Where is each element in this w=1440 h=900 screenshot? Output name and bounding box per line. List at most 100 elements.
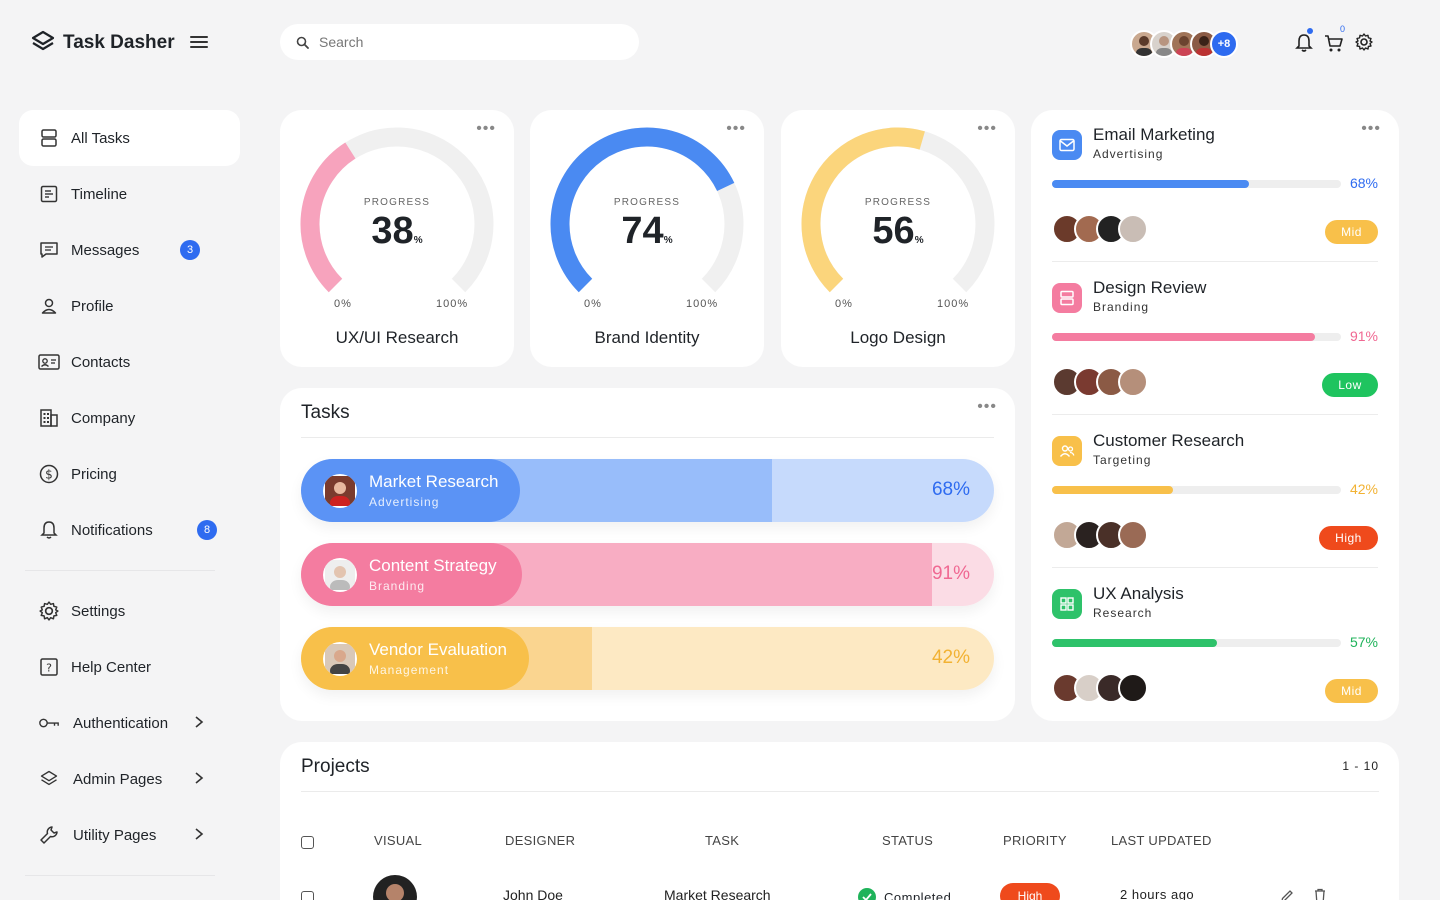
more-members-badge[interactable]: +8 (1210, 30, 1238, 58)
sidebar-item-help-center[interactable]: ? Help Center (19, 639, 240, 695)
sidebar-item-pricing[interactable]: $ Pricing (19, 446, 240, 502)
progress-gauge (801, 127, 995, 293)
sidebar-item-notifications[interactable]: Notifications 8 (19, 502, 240, 558)
app-name: Task Dasher (63, 32, 175, 53)
panel-divider (1052, 261, 1378, 262)
sidebar-item-label: Messages (71, 241, 140, 259)
sidebar-item-label: Authentication (73, 714, 169, 732)
chevron-right-icon (195, 828, 204, 840)
card-menu-button[interactable]: ••• (1361, 120, 1381, 137)
sidebar-item-contacts[interactable]: Contacts (19, 334, 240, 390)
sidebar-item-settings[interactable]: Settings (19, 583, 240, 639)
column-header-last-updated[interactable]: LAST UPDATED (1111, 833, 1212, 848)
key-icon (38, 712, 60, 734)
card-menu-button[interactable]: ••• (726, 120, 746, 137)
contact-card-icon (38, 351, 60, 373)
gear-icon (38, 600, 60, 622)
campaign-design-review[interactable]: Design Review Branding 91% Low (1052, 278, 1378, 413)
campaign-progress-track (1052, 639, 1341, 647)
tasks-title: Tasks (301, 402, 350, 423)
campaign-title: Email Marketing (1093, 125, 1215, 144)
task-bar-content-strategy[interactable]: Content Strategy Branding 91% (301, 543, 994, 606)
chevron-right-icon (195, 716, 204, 728)
gauge-min-label: 0% (584, 298, 602, 310)
row-checkbox[interactable] (301, 891, 314, 900)
sidebar-item-timeline[interactable]: Timeline (19, 166, 240, 222)
gauge-value-unit: % (914, 235, 924, 246)
priority-badge: Low (1322, 373, 1378, 397)
trash-icon[interactable] (1314, 888, 1326, 900)
campaign-customer-research[interactable]: Customer Research Targeting 42% High (1052, 431, 1378, 566)
campaign-category: Research (1093, 606, 1153, 620)
project-visual-avatar (373, 875, 417, 900)
campaign-percent: 57% (1349, 634, 1378, 650)
campaign-members (1052, 214, 1148, 244)
card-divider (301, 437, 994, 438)
task-bar-vendor-evaluation[interactable]: Vendor Evaluation Management 42% (301, 627, 994, 690)
settings-button[interactable] (1355, 33, 1375, 53)
chevron-right-icon (195, 772, 204, 784)
server-icon (38, 127, 60, 149)
column-header-status[interactable]: STATUS (882, 833, 934, 848)
team-avatars[interactable]: +8 (1130, 30, 1238, 58)
gauge-card-brand-identity: ••• PROGRESS 74% 0% 100% Brand Identity (530, 110, 764, 367)
gauge-value: 38% (280, 210, 514, 253)
column-header-designer[interactable]: DESIGNER (505, 833, 576, 848)
priority-badge: Mid (1325, 679, 1378, 703)
task-percent: 68% (931, 479, 970, 500)
sidebar-item-company[interactable]: Company (19, 390, 240, 446)
column-header-task[interactable]: TASK (705, 833, 740, 848)
sidebar-item-utility-pages[interactable]: Utility Pages (19, 807, 240, 863)
column-header-visual[interactable]: VISUAL (374, 833, 423, 848)
hamburger-line (190, 46, 208, 48)
campaign-progress-track (1052, 333, 1341, 341)
sidebar-item-label: Settings (71, 602, 126, 620)
campaign-title: Design Review (1093, 278, 1207, 297)
avatar (1118, 367, 1148, 397)
select-all-checkbox[interactable] (301, 836, 314, 849)
task-name: Content Strategy (369, 556, 497, 575)
notifications-button[interactable] (1295, 28, 1315, 53)
sidebar-item-label: Pricing (71, 465, 117, 483)
edit-icon[interactable] (1280, 889, 1294, 900)
sidebar-item-all-tasks[interactable]: All Tasks (19, 110, 240, 166)
column-header-priority[interactable]: PRIORITY (1003, 833, 1067, 848)
gauge-caption: PROGRESS (864, 197, 932, 208)
sidebar-item-admin-pages[interactable]: Admin Pages (19, 751, 240, 807)
task-bar-market-research[interactable]: Market Research Advertising 68% (301, 459, 994, 522)
building-icon (38, 407, 60, 429)
card-divider (301, 791, 1379, 792)
pagination-range: 1 - 10 (1342, 759, 1379, 773)
task-bar-label: Content Strategy Branding (301, 543, 522, 606)
bell-icon (1295, 34, 1313, 52)
sidebar-item-profile[interactable]: Profile (19, 278, 240, 334)
svg-text:$: $ (45, 468, 53, 482)
last-updated: 2 hours ago (1120, 887, 1195, 900)
sidebar-item-messages[interactable]: Messages 3 (19, 222, 240, 278)
cart-button[interactable]: 0 (1324, 24, 1345, 53)
task-name: Vendor Evaluation (369, 640, 507, 659)
card-menu-button[interactable]: ••• (476, 120, 496, 137)
menu-toggle-button[interactable] (190, 36, 208, 52)
timeline-icon (38, 183, 60, 205)
campaign-members (1052, 367, 1148, 397)
user-icon (38, 295, 60, 317)
card-menu-button[interactable]: ••• (977, 398, 997, 415)
search-bar[interactable] (280, 24, 639, 60)
campaign-email-marketing[interactable]: Email Marketing Advertising 68% Mid (1052, 125, 1378, 260)
hamburger-line (190, 41, 208, 43)
users-icon (1059, 445, 1075, 457)
sidebar-item-label: Company (71, 409, 136, 427)
sidebar-item-authentication[interactable]: Authentication (19, 695, 240, 751)
app-logo[interactable]: Task Dasher (31, 30, 175, 56)
hamburger-line (190, 36, 208, 38)
gauge-max-label: 100% (436, 298, 469, 310)
gauge-title: Logo Design (850, 328, 946, 347)
campaign-members (1052, 520, 1148, 550)
card-menu-button[interactable]: ••• (977, 120, 997, 137)
campaign-ux-analysis[interactable]: UX Analysis Research 57% Mid (1052, 584, 1378, 719)
avatar (323, 473, 357, 508)
search-input[interactable] (319, 34, 619, 50)
sidebar-item-label: Utility Pages (73, 826, 157, 844)
campaign-progress-track (1052, 486, 1341, 494)
